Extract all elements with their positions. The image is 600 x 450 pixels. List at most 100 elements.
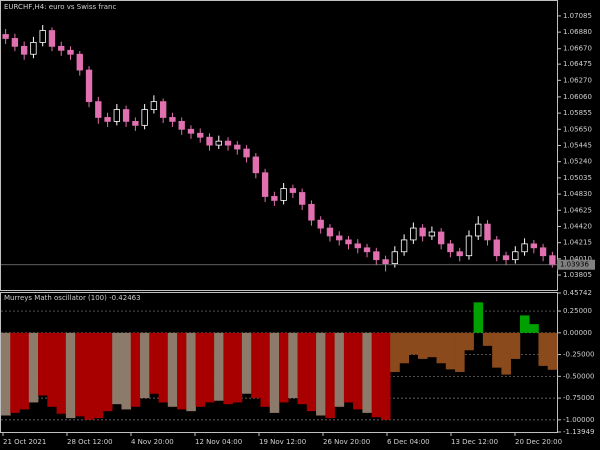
oscillator-bar (241, 332, 252, 394)
candle-body (530, 243, 538, 249)
candle-body (187, 128, 195, 134)
y-tick-label: 0.25000 (563, 307, 592, 315)
oscillator-bar (195, 332, 206, 407)
y-tick-label: 1.04215 (563, 239, 592, 247)
y-tick-label: -0.25000 (563, 351, 594, 359)
candle-body (58, 45, 65, 51)
oscillator-bar (167, 332, 178, 407)
x-tick-label: 26 Nov 20:00 (323, 438, 370, 446)
x-tick-label: 12 Nov 04:00 (195, 438, 242, 446)
current-price-label: 1.03936 (560, 261, 589, 269)
y-tick-label: 0.45742 (563, 289, 592, 297)
oscillator-bar (455, 332, 465, 372)
candle-body (363, 247, 371, 253)
oscillator-bar (316, 332, 326, 416)
oscillator-bar (390, 332, 400, 372)
oscillator-bar (464, 332, 474, 351)
oscillator-bar (325, 332, 335, 419)
candle-body (122, 109, 130, 122)
y-tick-label: 1.04625 (563, 206, 592, 214)
candle-body (410, 227, 417, 241)
oscillator-bar (529, 324, 539, 333)
oscillator-bar (547, 332, 558, 370)
x-tick-label: 20 Dec 20:00 (515, 438, 562, 446)
candle-body (95, 101, 102, 118)
candle-body (30, 41, 37, 55)
oscillator-bar (130, 332, 141, 407)
oscillator-bar (177, 332, 187, 410)
y-tick-label: 0.00000 (563, 329, 592, 337)
candle-body (280, 188, 287, 201)
oscillator-bar (56, 332, 67, 414)
oscillator-bar (482, 332, 493, 346)
candle-body (39, 30, 46, 43)
oscillator-bar (427, 332, 437, 358)
candle-body (308, 203, 315, 221)
oscillator-bar (334, 332, 345, 407)
y-tick-label: 1.05855 (563, 109, 592, 117)
candle-body (521, 243, 528, 253)
oscillator-bar (28, 332, 39, 403)
candle-body (465, 235, 473, 257)
y-tick-label: 1.06670 (563, 45, 592, 53)
oscillator-bar (186, 332, 196, 412)
oscillator-bar (121, 332, 132, 410)
y-tick-label: 1.06060 (563, 93, 592, 101)
oscillator-bar (10, 332, 20, 413)
y-tick-label: 1.04010 (563, 255, 592, 263)
oscillator-bar (102, 332, 113, 412)
candle-body (243, 148, 250, 158)
oscillator-bar (47, 332, 57, 407)
oscillator-bar (538, 332, 549, 366)
x-tick-label: 19 Nov 12:00 (259, 438, 306, 446)
oscillator-bar (269, 332, 280, 413)
oscillator-bar (84, 332, 94, 420)
candle-body (539, 247, 547, 257)
oscillator-bar (19, 332, 30, 410)
candle-body (345, 239, 352, 245)
y-tick-label: 1.05035 (563, 174, 592, 182)
oscillator-bar (380, 332, 391, 420)
candle-body (197, 132, 204, 138)
oscillator-bar (38, 332, 48, 396)
oscillator-bar (112, 332, 122, 405)
candle-body (549, 255, 556, 266)
candle-body (104, 117, 111, 122)
candle-body (159, 101, 167, 118)
oscillator-bar (343, 332, 354, 403)
y-tick-label: 1.06880 (563, 28, 592, 36)
oscillator-bar (214, 332, 224, 401)
oscillator-bar (149, 332, 159, 394)
candle-body (298, 192, 306, 205)
candle-body (150, 101, 158, 110)
y-tick-label: -0.50000 (563, 372, 594, 380)
candle-body (48, 30, 56, 47)
oscillator-bar (399, 332, 410, 364)
candle-body (428, 231, 436, 237)
oscillator-bar (1, 332, 11, 416)
oscillator-bar (288, 332, 298, 399)
candle-body (178, 121, 185, 130)
oscillator-bar (445, 332, 456, 370)
y-tick-label: -0.75000 (563, 394, 594, 402)
candle-body (391, 251, 399, 265)
candle-body (67, 49, 74, 55)
oscillator-bar (297, 332, 308, 405)
y-tick-label: -1.00000 (563, 416, 594, 424)
candle-body (382, 259, 389, 265)
oscillator-bar (260, 332, 271, 407)
oscillator-bar (473, 302, 484, 333)
candle-body (336, 235, 343, 241)
candle-body (437, 231, 445, 245)
candle-body (169, 117, 176, 122)
x-tick-label: 13 Dec 12:00 (451, 438, 498, 446)
price-title: EURCHF,H4: euro vs Swiss franc (4, 3, 116, 11)
candle-body (215, 140, 222, 146)
candle-body (11, 38, 19, 47)
oscillator-bar (223, 332, 233, 405)
y-tick-label: 1.07085 (563, 12, 592, 20)
candle-body (261, 172, 269, 197)
oscillator-bar (408, 332, 419, 355)
oscillator-bar (93, 332, 104, 419)
oscillator-bar (158, 332, 169, 403)
